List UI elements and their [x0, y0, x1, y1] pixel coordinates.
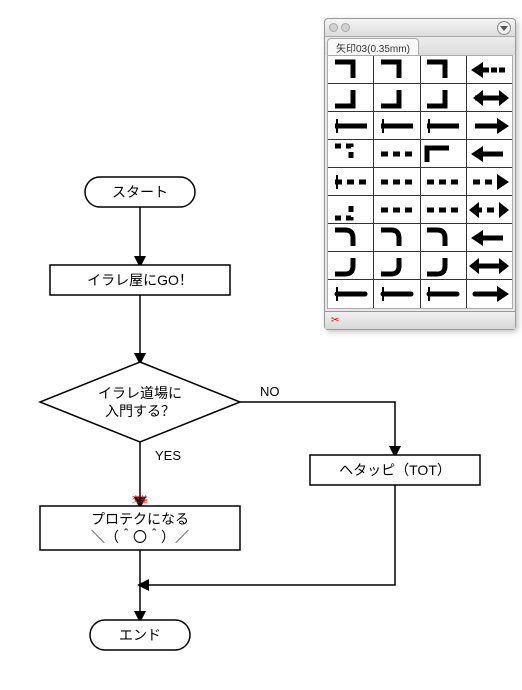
swatch-arrow[interactable]: [467, 280, 512, 308]
swatch[interactable]: [421, 252, 467, 279]
swatch-row: [328, 224, 512, 252]
scissors-icon[interactable]: ✂: [331, 315, 339, 326]
swatch[interactable]: [374, 168, 420, 195]
swatch[interactable]: [374, 84, 420, 111]
swatch[interactable]: [374, 140, 420, 167]
panel-titlebar[interactable]: [325, 19, 515, 37]
swatch-arrow[interactable]: [467, 252, 512, 279]
swatch[interactable]: [328, 168, 374, 195]
swatch-grid: [327, 55, 513, 309]
side-label: ヘタッピ（TOT）: [339, 462, 451, 478]
swatch[interactable]: [421, 112, 467, 139]
node-end: エンド: [90, 620, 190, 650]
panel-menu-icon[interactable]: [497, 21, 511, 35]
swatch-row: [328, 252, 512, 280]
panel-tab[interactable]: 矢印03(0.35mm): [327, 38, 419, 55]
node-process1: イラレ屋にGO！: [50, 265, 230, 295]
swatch-arrow[interactable]: [467, 168, 512, 195]
swatch[interactable]: [374, 196, 420, 223]
swatch[interactable]: [374, 224, 420, 251]
min-dot[interactable]: [341, 23, 350, 32]
process2-label2: ＼（＾〇＾）／: [91, 528, 189, 545]
swatch-arrow[interactable]: [467, 112, 512, 139]
intersect-label: 交差: [132, 494, 148, 504]
decision-label1: イラレ道場に: [98, 385, 182, 401]
swatch-row: [328, 196, 512, 224]
swatch[interactable]: [374, 280, 420, 308]
panel-tab-row: 矢印03(0.35mm): [325, 37, 515, 55]
swatch-row: [328, 112, 512, 140]
swatch-arrow[interactable]: [467, 140, 512, 167]
swatch-arrow[interactable]: [467, 196, 512, 223]
swatch[interactable]: [421, 224, 467, 251]
swatch[interactable]: [328, 224, 374, 251]
node-side: ヘタッピ（TOT）: [310, 455, 480, 485]
swatch[interactable]: [421, 196, 467, 223]
process2-label1: プロテクになる: [91, 511, 189, 527]
swatch-row: [328, 280, 512, 308]
swatch-row: [328, 84, 512, 112]
swatch[interactable]: [421, 280, 467, 308]
swatch-arrow[interactable]: [467, 224, 512, 251]
process1-label: イラレ屋にGO！: [87, 272, 193, 288]
close-dot[interactable]: [329, 23, 338, 32]
swatch[interactable]: [328, 84, 374, 111]
start-label: スタート: [112, 184, 168, 200]
node-start: スタート: [85, 177, 195, 207]
edge-decision-right: [240, 402, 395, 455]
swatch[interactable]: [421, 84, 467, 111]
node-process2: プロテクになる ＼（＾〇＾）／: [40, 506, 240, 550]
swatch[interactable]: [374, 56, 420, 83]
swatch-row: [328, 140, 512, 168]
swatch[interactable]: [328, 56, 374, 83]
window-controls[interactable]: [329, 23, 350, 32]
swatch[interactable]: [328, 280, 374, 308]
swatch[interactable]: [374, 112, 420, 139]
swatch[interactable]: [328, 196, 374, 223]
swatch[interactable]: [421, 168, 467, 195]
end-label: エンド: [119, 627, 161, 643]
swatch[interactable]: [421, 140, 467, 167]
swatch-row: [328, 168, 512, 196]
swatch[interactable]: [328, 112, 374, 139]
brush-panel[interactable]: 矢印03(0.35mm): [324, 18, 516, 330]
swatch[interactable]: [328, 252, 374, 279]
yes-label: YES: [155, 448, 181, 463]
decision-label2: 入門する？: [105, 403, 175, 419]
swatch[interactable]: [374, 252, 420, 279]
swatch[interactable]: [421, 56, 467, 83]
swatch-row: [328, 56, 512, 84]
no-label: NO: [260, 384, 280, 399]
panel-footer: ✂: [325, 311, 515, 329]
swatch-arrow[interactable]: [467, 84, 512, 111]
swatch-arrow[interactable]: [467, 56, 512, 83]
swatch[interactable]: [328, 140, 374, 167]
node-decision: イラレ道場に 入門する？: [40, 362, 240, 442]
